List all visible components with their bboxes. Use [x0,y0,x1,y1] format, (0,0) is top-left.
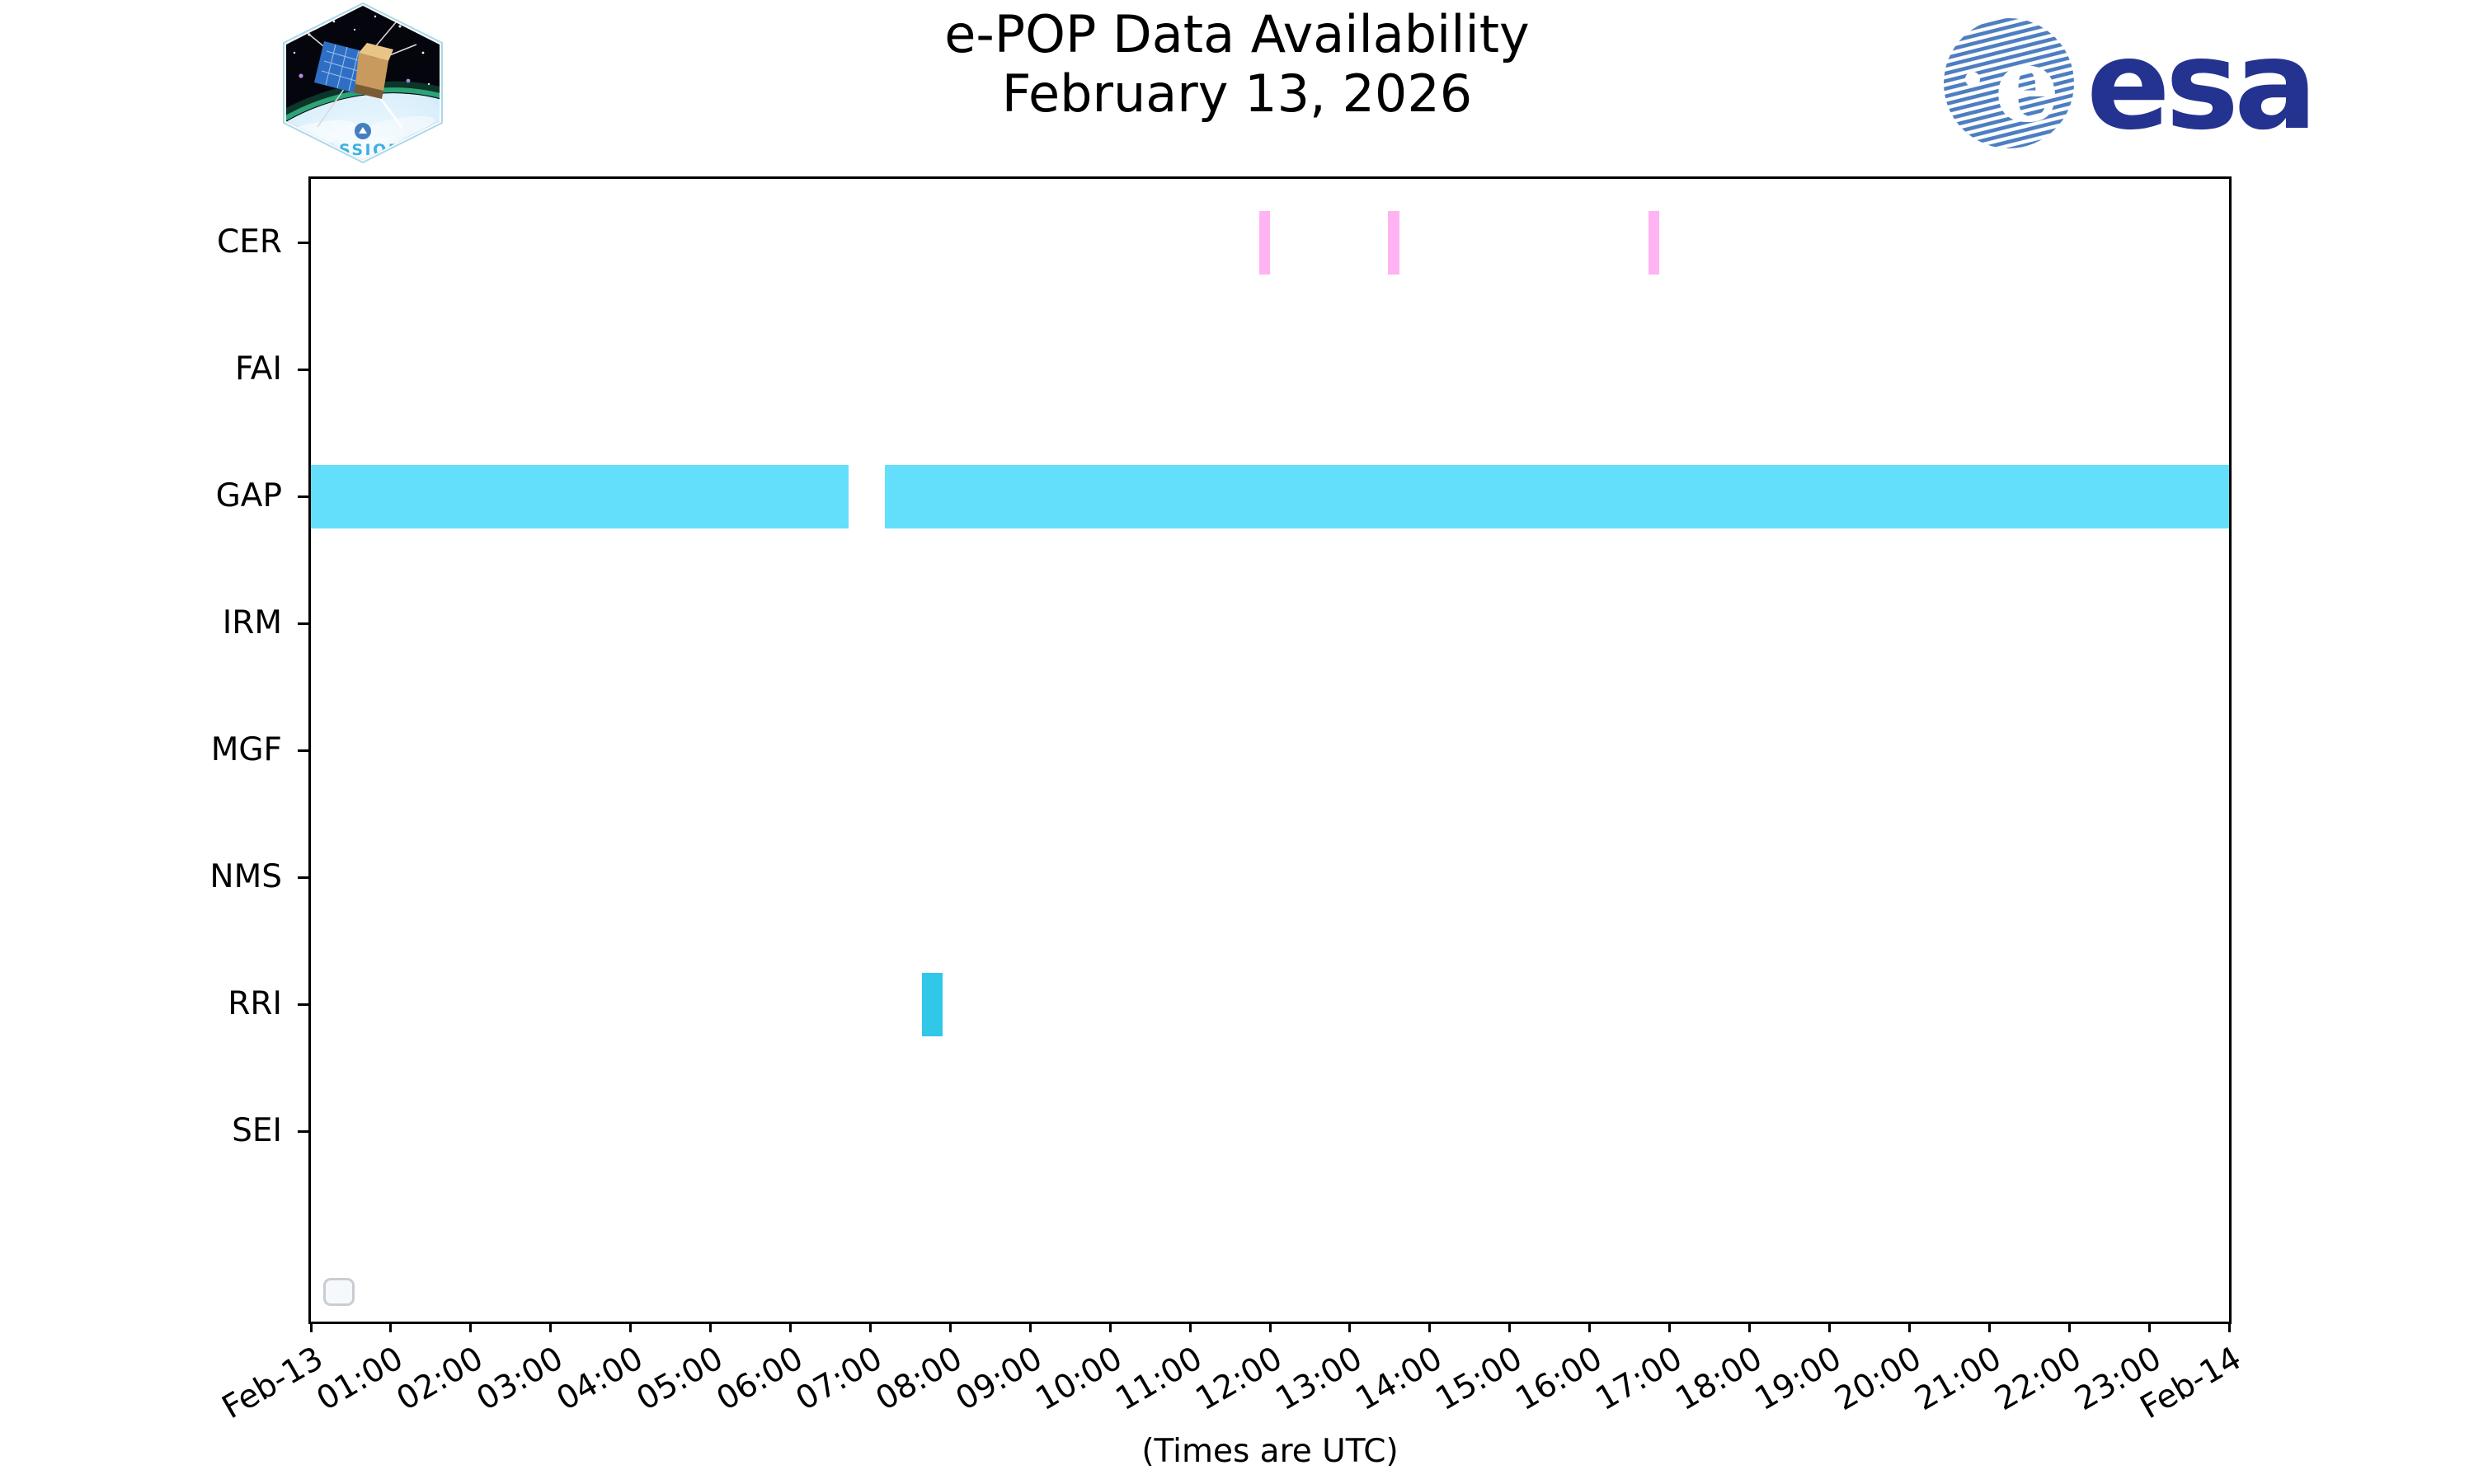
x-tick-label: 23:00 [2068,1340,2168,1419]
esa-globe-letter: e [1994,25,2060,145]
y-tick-mark [298,368,308,371]
y-tick-mark [298,495,308,498]
x-tick-label: 07:00 [790,1340,889,1419]
x-tick-label: 01:00 [310,1340,410,1419]
availability-bar-gap [311,464,849,528]
satellite-top [359,43,393,61]
satellite [299,21,417,128]
x-tick-label: Feb-13 [216,1340,330,1427]
x-tick-label: 20:00 [1828,1340,1928,1419]
y-tick-label-gap: GAP [215,477,282,514]
bars-layer [311,179,2229,1322]
availability-bar-cer [1388,210,1399,275]
x-tick-label: 12:00 [1189,1340,1289,1419]
y-tick-mark [298,1003,308,1006]
chart-title: e-POP Data Availability February 13, 202… [0,5,2474,124]
x-tick-label: 21:00 [1908,1340,2008,1419]
x-tick-label: 13:00 [1269,1340,1369,1419]
y-tick-label-fai: FAI [234,350,282,387]
x-tick-label: 10:00 [1029,1340,1129,1419]
legend-box [323,1278,355,1306]
y-tick-label-mgf: MGF [210,731,282,768]
x-tick-label: 05:00 [630,1340,730,1419]
y-tick-label-cer: CER [217,223,282,261]
x-tick-label: 19:00 [1749,1340,1848,1419]
x-tick-label: 15:00 [1429,1340,1529,1419]
cassiope-mission-logo: CASSIOPE [276,2,449,164]
x-tick-label: 18:00 [1669,1340,1768,1419]
x-tick-label: 22:00 [1988,1340,2088,1419]
availability-bar-rri [922,972,943,1036]
x-tick-label: 03:00 [470,1340,570,1419]
x-axis-label: (Times are UTC) [1141,1433,1399,1470]
esa-logo: e esa [1930,7,2317,159]
y-tick-mark [298,749,308,752]
x-tick-label: 09:00 [949,1340,1049,1419]
y-tick-mark [298,241,308,244]
y-tick-label-sei: SEI [232,1112,282,1149]
esa-globe-star [1965,72,1980,87]
csa-chevron [359,127,367,134]
stars [293,15,430,86]
plot-area [308,176,2232,1324]
y-tick-label-nms: NMS [209,858,282,895]
satellite-body [355,53,388,91]
x-tick-label: 02:00 [390,1340,490,1419]
availability-bar-cer [1259,210,1270,275]
title-line-2: February 13, 2026 [1001,63,1473,124]
x-tick-label: 16:00 [1509,1340,1609,1419]
y-tick-label-rri: RRI [228,985,282,1022]
x-tick-label: 11:00 [1109,1340,1209,1419]
x-tick-label: 08:00 [869,1340,969,1419]
x-tick-label: 04:00 [550,1340,650,1419]
satellite-base [354,84,383,99]
x-tick-label: 06:00 [710,1340,809,1419]
y-tick-mark [298,876,308,879]
x-tick-label: Feb-14 [2134,1340,2248,1427]
esa-wordmark: esa [2086,14,2312,157]
esa-logo-graphic: e esa [1944,14,2317,157]
availability-bar-cer [1649,210,1659,275]
x-tick-label: 14:00 [1349,1340,1449,1419]
y-tick-label-irm: IRM [222,604,282,641]
y-tick-mark [298,1129,308,1133]
x-tick-label: 17:00 [1589,1340,1689,1419]
esa-globe [1944,18,2074,148]
title-line-1: e-POP Data Availability [944,4,1530,64]
cassiope-logo-graphic: CASSIOPE [283,2,443,164]
availability-bar-gap [884,464,2229,528]
y-tick-mark [298,622,308,625]
